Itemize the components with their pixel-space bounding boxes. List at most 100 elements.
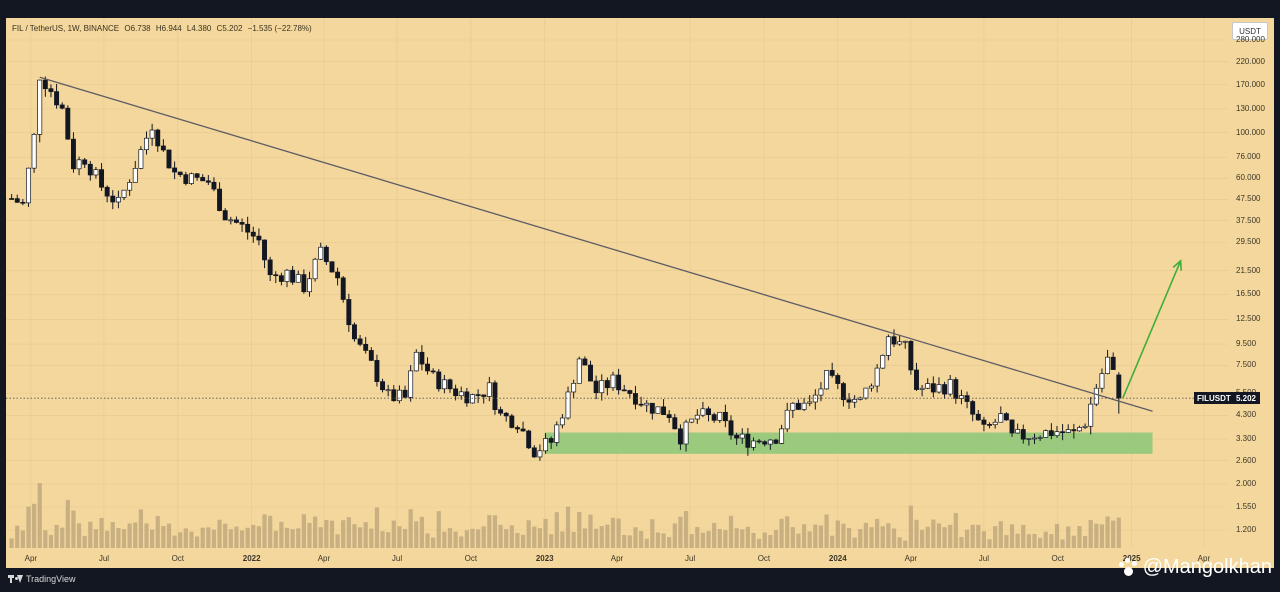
low-value: L4.380 [186,24,212,33]
volume-bar [133,522,138,548]
candle-up [284,269,290,282]
volume-bar [981,531,987,548]
candle-down [930,383,936,393]
volume-bar [436,511,441,548]
volume-bar [1082,536,1088,548]
volume-bar [9,538,14,548]
candle-up [947,379,953,395]
candle-down [42,79,48,90]
volume-bar [976,524,981,548]
candle-down [256,235,262,241]
candle-down [531,447,537,458]
volume-bar [712,522,717,548]
candle-down [666,414,672,419]
candle-up [571,382,577,393]
volume-bar [200,527,205,548]
volume-bar [318,527,323,548]
volume-bar [397,526,402,548]
volume-bar [734,528,739,548]
candle-down [351,324,357,340]
volume-bar [127,523,132,548]
candle-down [340,277,346,300]
candle-down [425,363,430,372]
candle-down [374,360,380,382]
volume-bar [414,521,419,548]
volume-bar [386,532,391,548]
volume-bar [391,520,396,548]
volume-bar [695,527,700,548]
candle-up [801,402,807,410]
candle-down [520,428,526,432]
candle-up [189,173,194,184]
candle-down [222,210,228,221]
volume-bar [352,524,357,548]
candle-down [953,379,959,399]
volume-bar [509,525,514,548]
candle-down [65,107,71,140]
candle-down [301,274,307,293]
volume-bar [616,518,621,548]
open-value: O6.738 [124,24,151,33]
volume-bar [740,529,745,548]
volume-bar [341,520,346,548]
volume-bar [1009,524,1015,548]
candle-up [93,169,99,176]
candle-down [290,269,296,283]
symbol-name[interactable]: FIL / TetherUS, 1W, BINANCE [12,24,120,33]
volume-bar [1004,535,1009,548]
volume-bar [644,538,649,548]
candle-down [402,389,408,398]
candle-down [728,420,734,436]
volume-bar [1043,531,1048,548]
volume-bar [818,525,824,548]
currency-button[interactable]: USDT [1232,22,1268,40]
candle-down [498,409,504,414]
candle-down [1110,356,1116,370]
candle-down [262,239,267,261]
price-tick-label: 60.000 [1236,173,1261,183]
volume-bar [183,528,188,548]
volume-bar [942,527,947,548]
volume-bar [487,515,492,548]
candle-down [633,393,638,405]
candle-up [458,391,464,397]
time-tick-label: Apr [24,554,38,563]
volume-bar [178,532,183,548]
candle-down [200,177,206,182]
time-tick-label: Apr [317,554,331,563]
candle-up [441,379,447,390]
candle-down [1020,429,1026,440]
price-tick-label: 16.500 [1236,289,1261,299]
volume-bar [571,531,576,548]
volume-bar [172,535,177,548]
volume-bar [335,534,340,548]
time-tick-label: Jul [391,554,403,563]
volume-bar [700,532,706,548]
time-tick-label: Oct [1051,554,1065,563]
volume-bar [234,526,239,548]
price-tick-label: 280.000 [1236,35,1265,44]
tradingview-logo[interactable]: TradingView [8,574,76,584]
time-tick-label: 2025 [1122,554,1141,563]
volume-bar [251,524,256,548]
candle-up [869,385,874,389]
candle-up [543,438,549,452]
candle-down [649,402,655,414]
candle-up [127,182,133,191]
candle-down [363,343,369,351]
price-tick-label: 100.000 [1236,127,1265,137]
price-tick-label: 130.000 [1236,103,1265,113]
candle-down [942,384,948,395]
candle-down [419,351,425,365]
candle-down [110,195,116,203]
candle-down [160,145,166,151]
projection-arrow [1122,260,1182,399]
candle-up [470,394,475,404]
volume-bar [582,528,587,548]
time-axis[interactable] [6,548,1228,568]
volume-bar [549,534,554,548]
time-tick-label: Jul [978,554,990,563]
volume-bar [65,499,70,548]
candle-down [661,406,667,415]
price-axis[interactable] [1228,18,1274,548]
